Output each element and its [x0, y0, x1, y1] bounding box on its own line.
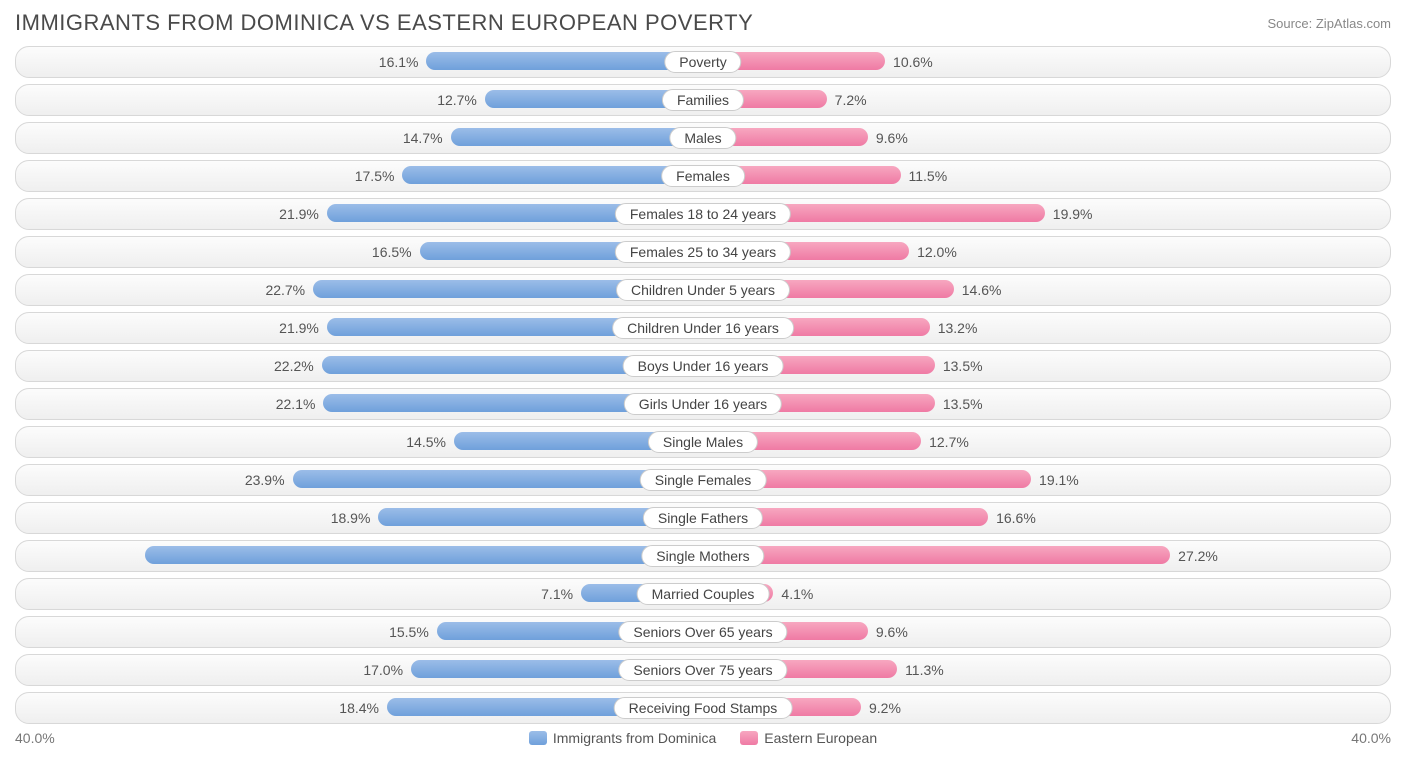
legend-swatch-blue: [529, 731, 547, 745]
chart-row: 22.7% 14.6% Children Under 5 years: [15, 274, 1391, 306]
category-label: Single Fathers: [643, 507, 763, 529]
category-label: Single Males: [648, 431, 758, 453]
value-left: 17.5%: [355, 161, 403, 191]
value-right: 14.6%: [954, 275, 1002, 305]
value-right: 9.2%: [861, 693, 901, 723]
page-title: IMMIGRANTS FROM DOMINICA VS EASTERN EURO…: [15, 10, 753, 36]
value-right: 12.0%: [909, 237, 957, 267]
value-left: 17.0%: [363, 655, 411, 685]
chart-row: 22.1% 13.5% Girls Under 16 years: [15, 388, 1391, 420]
bar-left: 32.5%: [145, 546, 703, 564]
bar-left: [451, 128, 703, 146]
value-right: 27.2%: [1170, 541, 1218, 571]
category-label: Poverty: [664, 51, 741, 73]
value-left: 15.5%: [389, 617, 437, 647]
value-left: 7.1%: [541, 579, 581, 609]
value-right: 9.6%: [868, 617, 908, 647]
value-right: 16.6%: [988, 503, 1036, 533]
value-left: 16.1%: [379, 47, 427, 77]
value-left: 18.4%: [339, 693, 387, 723]
value-left: 22.2%: [274, 351, 322, 381]
value-right: 13.2%: [930, 313, 978, 343]
category-label: Families: [662, 89, 744, 111]
value-right: 4.1%: [773, 579, 813, 609]
chart-footer: 40.0% Immigrants from Dominica Eastern E…: [15, 730, 1391, 746]
chart-row: 21.9% 19.9% Females 18 to 24 years: [15, 198, 1391, 230]
header: IMMIGRANTS FROM DOMINICA VS EASTERN EURO…: [15, 10, 1391, 36]
value-right: 13.5%: [935, 351, 983, 381]
category-label: Children Under 5 years: [616, 279, 790, 301]
chart-row: 32.5% 27.2% Single Mothers: [15, 540, 1391, 572]
category-label: Boys Under 16 years: [623, 355, 784, 377]
value-left: 22.7%: [265, 275, 313, 305]
value-right: 11.5%: [901, 161, 948, 191]
category-label: Females: [661, 165, 745, 187]
legend-label-left: Immigrants from Dominica: [553, 730, 716, 746]
chart-row: 21.9% 13.2% Children Under 16 years: [15, 312, 1391, 344]
chart-row: 15.5% 9.6% Seniors Over 65 years: [15, 616, 1391, 648]
legend-label-right: Eastern European: [764, 730, 877, 746]
category-label: Males: [669, 127, 736, 149]
chart-row: 22.2% 13.5% Boys Under 16 years: [15, 350, 1391, 382]
value-left: 23.9%: [245, 465, 293, 495]
value-left: 18.9%: [331, 503, 379, 533]
value-left: 22.1%: [276, 389, 324, 419]
value-right: 9.6%: [868, 123, 908, 153]
legend-item-right: Eastern European: [740, 730, 877, 746]
chart-row: 16.5% 12.0% Females 25 to 34 years: [15, 236, 1391, 268]
category-label: Married Couples: [637, 583, 770, 605]
value-right: 10.6%: [885, 47, 933, 77]
chart-row: 16.1% 10.6% Poverty: [15, 46, 1391, 78]
chart-row: 18.4% 9.2% Receiving Food Stamps: [15, 692, 1391, 724]
category-label: Children Under 16 years: [612, 317, 794, 339]
chart-row: 14.7% 9.6% Males: [15, 122, 1391, 154]
category-label: Single Females: [640, 469, 767, 491]
category-label: Receiving Food Stamps: [614, 697, 793, 719]
value-right: 12.7%: [921, 427, 969, 457]
value-left: 12.7%: [437, 85, 485, 115]
value-right: 7.2%: [827, 85, 867, 115]
value-left: 14.5%: [406, 427, 454, 457]
diverging-bar-chart: 16.1% 10.6% Poverty 12.7% 7.2% Families 14.7% 9…: [15, 46, 1391, 724]
chart-row: 17.5% 11.5% Females: [15, 160, 1391, 192]
source-attribution: Source: ZipAtlas.com: [1267, 16, 1391, 31]
legend: Immigrants from Dominica Eastern Europea…: [529, 730, 877, 746]
value-left: 21.9%: [279, 313, 327, 343]
chart-row: 17.0% 11.3% Seniors Over 75 years: [15, 654, 1391, 686]
bar-left: [402, 166, 703, 184]
chart-row: 12.7% 7.2% Families: [15, 84, 1391, 116]
value-left: 16.5%: [372, 237, 420, 267]
category-label: Single Mothers: [641, 545, 764, 567]
chart-row: 23.9% 19.1% Single Females: [15, 464, 1391, 496]
chart-row: 14.5% 12.7% Single Males: [15, 426, 1391, 458]
chart-row: 18.9% 16.6% Single Fathers: [15, 502, 1391, 534]
value-left: 21.9%: [279, 199, 327, 229]
axis-max-left: 40.0%: [15, 730, 55, 746]
value-right: 11.3%: [897, 655, 944, 685]
value-left: 14.7%: [403, 123, 451, 153]
category-label: Seniors Over 75 years: [618, 659, 787, 681]
legend-swatch-pink: [740, 731, 758, 745]
axis-max-right: 40.0%: [1351, 730, 1391, 746]
category-label: Girls Under 16 years: [624, 393, 782, 415]
value-right: 19.9%: [1045, 199, 1093, 229]
category-label: Seniors Over 65 years: [618, 621, 787, 643]
value-right: 13.5%: [935, 389, 983, 419]
category-label: Females 18 to 24 years: [615, 203, 791, 225]
bar-left: [426, 52, 703, 70]
bar-right: [703, 546, 1170, 564]
legend-item-left: Immigrants from Dominica: [529, 730, 716, 746]
value-right: 19.1%: [1031, 465, 1079, 495]
chart-row: 7.1% 4.1%Married Couples: [15, 578, 1391, 610]
category-label: Females 25 to 34 years: [615, 241, 791, 263]
